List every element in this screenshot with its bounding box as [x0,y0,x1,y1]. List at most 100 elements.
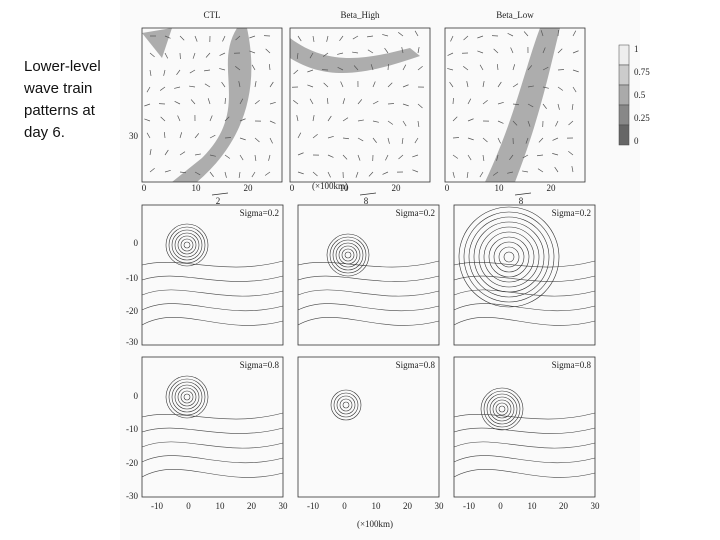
wind-vector [452,154,459,159]
wind-vector [326,35,329,42]
colorbar-segment [618,64,630,86]
wind-vector [293,100,299,105]
wind-vector [497,101,504,105]
wind-vector [414,30,419,37]
wind-vector [192,52,196,59]
wind-vector [496,154,499,161]
panel-title: Beta_Low [496,10,534,20]
wind-vector [265,48,271,54]
wind-vector [239,98,244,105]
wind-vector [190,99,196,105]
contour-ring [342,401,350,409]
wind-vector [322,52,329,57]
wind-vector [239,118,246,122]
sigma-label: Sigma=0.2 [240,208,279,218]
shaded-region [172,28,252,182]
wind-vector [339,35,344,42]
contour-ring [183,393,191,401]
wind-vector [525,137,529,144]
wind-vector [557,48,563,54]
vector-scale [359,192,377,196]
x-tick-label: 20 [547,183,557,193]
contour-ring [341,248,355,262]
panel-frame [444,27,586,183]
shaded-region [485,28,560,182]
contour-ring [498,246,520,268]
wind-vector [568,150,574,156]
wind-vector [527,65,533,71]
wind-vector [164,52,169,59]
contour-ring [168,378,206,416]
wind-vector [542,47,546,54]
contour-line [141,441,284,449]
wind-vector [387,63,389,71]
wind-vector [372,120,379,123]
wind-vector [204,83,211,88]
panel-title: CTL [204,10,221,20]
wind-vector [163,69,166,76]
sigma-label: Sigma=0.2 [552,208,591,218]
wind-vector [402,103,409,107]
contour-ring [480,387,524,431]
wind-vector [497,137,501,144]
panel-frame [141,27,283,183]
wind-vector [417,103,423,109]
x-tick-label: 20 [559,501,569,511]
wind-vector [219,52,226,56]
contour-ring [486,393,518,425]
wind-vector [337,52,344,55]
wind-vector [557,86,564,91]
y-tick-label: -30 [126,337,138,347]
colorbar-segment [618,124,630,146]
wind-vector [144,118,151,122]
wind-vector [512,64,516,71]
wind-vector [323,82,329,88]
vector-scale-label: 8 [364,196,369,206]
contour-line [141,289,284,297]
wind-vector [507,171,514,174]
contour-ring [503,251,515,263]
wind-vector [224,154,231,159]
caption: Lower-level wave train patterns at day 6… [24,58,101,141]
contour-line [141,427,284,434]
y-tick-label: -30 [126,491,138,501]
wind-vector [149,149,152,156]
contour-ring [174,384,200,410]
x-tick-label: 10 [216,501,226,511]
wind-vector [417,65,423,71]
wind-vector [571,103,574,110]
wind-vector [542,66,549,71]
wind-vector [312,115,315,122]
contour-ring [183,241,191,249]
contour-line [297,303,440,312]
figure-background [120,0,640,540]
wind-vector [527,120,531,127]
wind-vector [387,120,394,125]
wind-vector [342,137,349,140]
colorbar-label: 0.75 [634,67,650,77]
wind-vector [209,154,216,157]
wind-vector [179,151,186,156]
wind-vector [189,69,196,74]
x-tick-label: 0 [342,501,347,511]
x-tick-label: -10 [151,501,163,511]
contour-line [141,317,284,326]
wind-vector [174,86,181,89]
colorbar-segment [618,104,630,126]
contour-ring [171,229,203,261]
wind-vector [412,154,419,158]
wind-vector [146,132,151,139]
wind-vector [447,68,454,71]
wind-vector [224,97,226,105]
wind-vector [296,115,299,122]
contour-line [141,412,284,420]
wind-vector [482,137,488,143]
wind-vector [387,82,393,88]
panel-frame [141,204,284,346]
wind-vector [307,69,314,73]
colorbar-segment [618,84,630,106]
wind-vector [401,137,404,144]
contour-line [297,275,440,282]
contour-ring [458,206,560,308]
contour-ring [483,390,521,428]
